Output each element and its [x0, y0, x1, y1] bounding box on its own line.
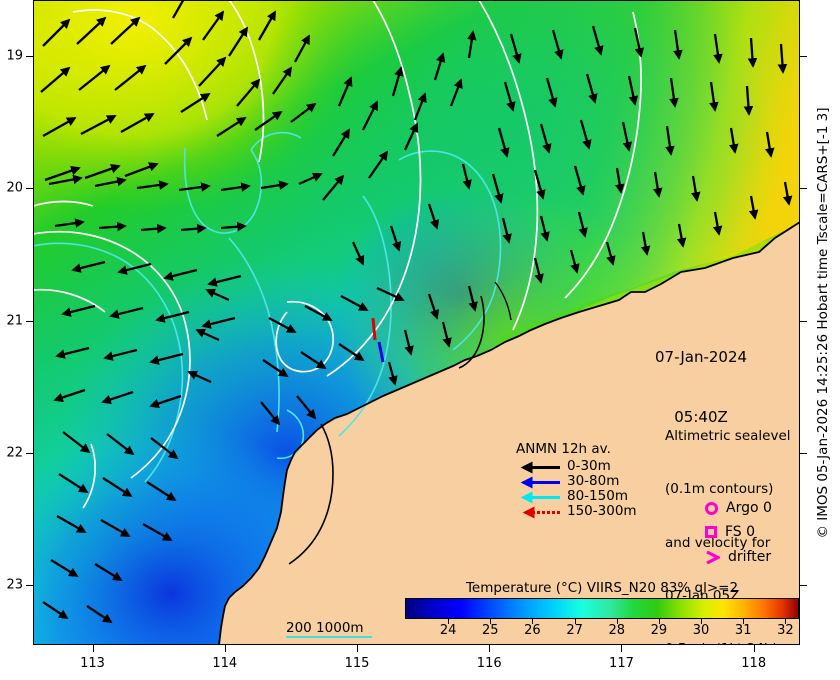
- x-axis-tick-label: 113: [80, 656, 105, 671]
- y-axis-right-tick-mark: [800, 55, 807, 57]
- anmn-legend-label-80-150m: 80-150m: [567, 488, 628, 505]
- anmn-legend-label-30-80m: 30-80m: [567, 473, 620, 490]
- y-axis-right-tick-mark: [800, 452, 807, 454]
- drifter-chevron-icon: [706, 550, 720, 564]
- colorbar: 24 25 26 27 28 29 30 31 32: [405, 598, 799, 641]
- colorbar-tick-label: 32: [777, 623, 794, 638]
- y-axis-tick-mark: [26, 452, 33, 454]
- y-axis-right-tick-mark: [800, 585, 807, 587]
- colorbar-tick-label: 30: [692, 623, 710, 638]
- anmn-legend-row-80-150m: 80-150m: [516, 490, 637, 505]
- fs-label: FS 0: [725, 524, 756, 540]
- x-axis-tick-mark: [621, 645, 623, 652]
- y-axis-tick-label: 20: [6, 180, 23, 196]
- y-axis-tick-mark: [26, 320, 33, 322]
- credit-text: © IMOS 05-Jan-2026 14:25:26 Hobart time …: [806, 0, 840, 645]
- x-axis-tick-label: 116: [476, 656, 502, 671]
- colorbar-tick-label: 27: [566, 623, 583, 638]
- anmn-legend-row-150-300m: 150-300m: [516, 505, 637, 520]
- x-axis-tick-mark: [92, 645, 94, 652]
- anmn-legend-label-150-300m: 150-300m: [567, 503, 637, 520]
- colorbar-tick-label: 25: [482, 623, 499, 638]
- argo-circle-icon: [705, 501, 718, 515]
- colorbar-title: Temperature (°C) VIIRS_N20 83% ql>=2: [465, 580, 739, 596]
- colorbar-ticks: 24 25 26 27 28 29 30 31 32: [405, 618, 799, 641]
- drifter-label: drifter: [728, 549, 772, 565]
- colorbar-tick-label: 28: [608, 623, 626, 638]
- y-axis-tick-mark: [26, 55, 33, 57]
- x-axis-tick-mark: [753, 645, 755, 652]
- colorbar-gradient: [405, 598, 799, 619]
- legend-fs: FS 0: [705, 524, 755, 540]
- y-axis-tick-label: 22: [6, 445, 23, 461]
- map-plot-area[interactable]: 07-Jan-2024 05:40Z Altimetric sealevel (…: [33, 0, 800, 645]
- colorbar-tick-label: 24: [439, 623, 457, 638]
- timestamp-date: 07-Jan-2024: [655, 347, 748, 366]
- anmn-depth-legend: ANMN 12h av. 0-30m 30-80m: [516, 441, 637, 520]
- y-axis-right-tick-mark: [800, 188, 807, 190]
- x-axis-tick-mark: [489, 645, 491, 652]
- y-axis-tick-label: 19: [6, 48, 23, 64]
- y-axis-right-tick-mark: [800, 320, 807, 322]
- anmn-arrow-icon-red: [522, 506, 560, 518]
- altimetric-line-2: (0.1m contours): [665, 481, 774, 498]
- x-axis-tick-label: 117: [609, 656, 634, 671]
- altimetric-line-5: 0.5m/s (1kt 24h): [665, 641, 791, 645]
- y-axis-tick-mark: [26, 585, 33, 587]
- anmn-legend-label-0-30m: 0-30m: [567, 458, 611, 475]
- anmn-legend-row-30-80m: 30-80m: [516, 475, 637, 490]
- colorbar-tick-label: 31: [734, 623, 752, 638]
- bathymetry-key-line: [286, 636, 372, 638]
- argo-label: Argo 0: [726, 500, 772, 516]
- x-axis-tick-mark: [356, 645, 358, 652]
- anmn-arrow-icon-black: [520, 461, 560, 473]
- x-axis-tick-label: 114: [212, 656, 238, 671]
- anmn-arrow-icon-blue: [520, 476, 560, 488]
- anmn-legend-header: ANMN 12h av.: [516, 441, 611, 457]
- anmn-arrow-icon-cyan: [520, 491, 560, 503]
- y-axis-tick-label: 21: [6, 313, 23, 328]
- altimetric-line-1: Altimetric sealevel: [665, 427, 791, 444]
- colorbar-tick-label: 29: [650, 623, 668, 638]
- y-axis-tick-label: 23: [6, 577, 23, 593]
- colorbar-tick-label: 26: [524, 623, 541, 638]
- x-axis-tick-mark: [224, 645, 226, 652]
- legend-drifter: drifter: [705, 549, 771, 565]
- bathymetry-key-label: 200 1000m: [286, 620, 364, 636]
- legend-argo: Argo 0: [705, 500, 772, 516]
- anmn-legend-row-0-30m: 0-30m: [516, 460, 637, 475]
- credit-label: © IMOS 05-Jan-2026 14:25:26 Hobart time …: [815, 106, 831, 539]
- y-axis-tick-mark: [26, 188, 33, 190]
- bathymetry-key: 200 1000m: [286, 620, 372, 638]
- fs-square-icon: [705, 526, 717, 538]
- x-axis-tick-label: 118: [741, 656, 767, 671]
- x-axis-tick-label: 115: [344, 656, 370, 671]
